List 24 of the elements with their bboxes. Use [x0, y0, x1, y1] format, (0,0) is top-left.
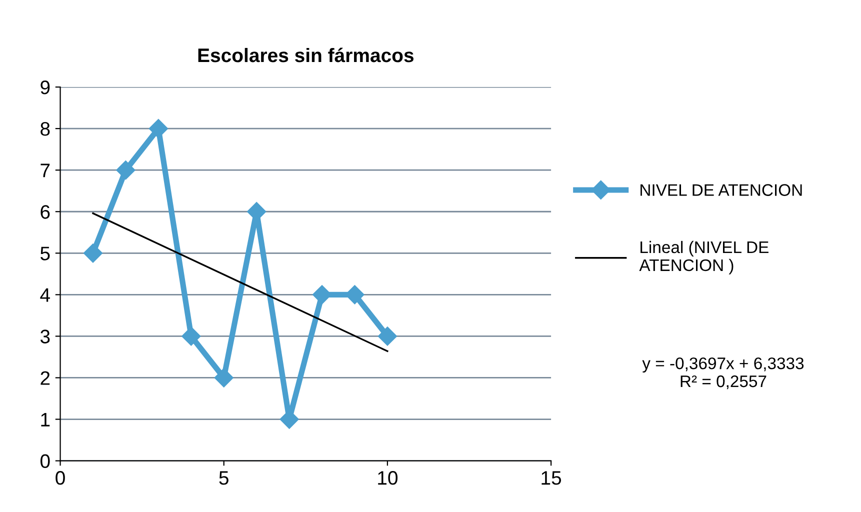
- x-tick-label: 15: [542, 471, 562, 485]
- y-tick-label: 0: [40, 454, 50, 468]
- y-tick-label: 8: [40, 122, 50, 136]
- x-tick-label: 0: [56, 471, 65, 485]
- chart-title: Escolares sin fármacos: [198, 48, 414, 62]
- x-tick-label: 10: [378, 471, 398, 485]
- point: [148, 119, 168, 138]
- point: [116, 160, 136, 180]
- y-tick-label: 4: [40, 288, 50, 302]
- x-tick-label: 5: [219, 471, 228, 485]
- y-tick-label: 6: [40, 205, 50, 219]
- legend-label: Lineal (NIVEL DE ATENCION ): [639, 240, 768, 274]
- y-tick-label: 1: [41, 412, 50, 426]
- point: [378, 326, 397, 346]
- y-tick-label: 3: [40, 330, 50, 344]
- y-tick-label: 7: [40, 164, 50, 178]
- text: y = -0,3697x + 6,3333 R² = 0,2557: [642, 357, 804, 390]
- y-tick-label: 5: [40, 246, 50, 260]
- point: [182, 326, 201, 346]
- legend-label: NIVEL DE ATENCION: [640, 184, 802, 196]
- point: [83, 244, 103, 263]
- y-tick-label: 9: [40, 80, 50, 94]
- y-tick-label: 2: [40, 371, 50, 385]
- point: [214, 368, 234, 388]
